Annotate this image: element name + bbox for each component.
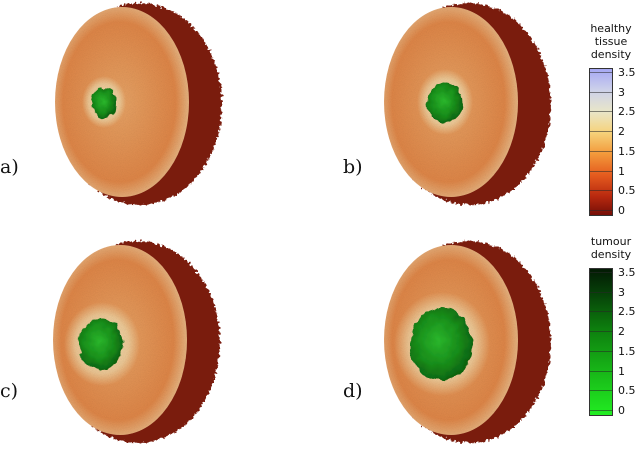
healthy-tick-label: 0 bbox=[618, 204, 625, 217]
healthy-tick-label: 3 bbox=[618, 85, 625, 99]
healthy-tick-mark bbox=[589, 210, 613, 211]
tumour bbox=[79, 318, 123, 370]
healthy-title-line: tissue bbox=[594, 35, 628, 48]
panel-a bbox=[55, 3, 222, 205]
healthy-tick-label: 0.5 bbox=[618, 184, 636, 198]
tumour bbox=[427, 83, 463, 123]
healthy-colorbar-title: healthy tissue density bbox=[583, 22, 639, 61]
healthy-title-line: density bbox=[590, 48, 632, 61]
panel-label-c: c) bbox=[0, 380, 19, 402]
tumour-tick-label: 1.5 bbox=[618, 344, 636, 358]
healthy-tick-label: 2.5 bbox=[618, 105, 636, 119]
tumour-tick-mark bbox=[589, 350, 613, 352]
tumour-tick-label: 2 bbox=[618, 325, 625, 339]
healthy-tick-mark bbox=[589, 72, 613, 73]
tumour-tick-label: 3 bbox=[618, 285, 625, 299]
tumour-colorbar bbox=[589, 268, 613, 416]
healthy-tick-label: 2 bbox=[618, 125, 625, 139]
tumour-tick-mark bbox=[589, 370, 613, 372]
healthy-tick-mark bbox=[589, 190, 613, 192]
tumour-tick-label: 3.5 bbox=[618, 266, 636, 279]
healthy-tick-mark bbox=[589, 91, 613, 93]
tumour-tick-mark bbox=[589, 410, 613, 411]
tumour-tick-mark bbox=[589, 311, 613, 313]
panel-label-a: a) bbox=[0, 156, 19, 178]
panel-c bbox=[53, 241, 220, 443]
panel-label-b: b) bbox=[343, 156, 363, 178]
panel-label-d: d) bbox=[343, 380, 363, 402]
tumour-tick-mark bbox=[589, 331, 613, 333]
healthy-tick-mark bbox=[589, 170, 613, 172]
healthy-tick-label: 1 bbox=[618, 164, 625, 178]
healthy-tick-label: 1.5 bbox=[618, 144, 636, 158]
tumour-tick-mark bbox=[589, 291, 613, 293]
tumour bbox=[91, 88, 117, 118]
healthy-title-line: healthy bbox=[590, 22, 632, 35]
panel-d bbox=[384, 241, 551, 443]
healthy-tick-mark bbox=[589, 111, 613, 113]
healthy-tick-mark bbox=[589, 150, 613, 152]
tumour-tick-label: 0.5 bbox=[618, 384, 636, 398]
tumour-tick-mark bbox=[589, 390, 613, 392]
tumour-tick-label: 1 bbox=[618, 364, 625, 378]
tumour-tick-label: 0 bbox=[618, 404, 625, 417]
panel-b bbox=[384, 3, 551, 205]
tumour-title-line: density bbox=[590, 248, 632, 261]
tumour-colorbar-title: tumour density bbox=[583, 235, 639, 261]
tumour-title-line: tumour bbox=[590, 235, 632, 248]
healthy-tick-label: 3.5 bbox=[618, 66, 636, 79]
healthy-tick-mark bbox=[589, 131, 613, 133]
tumour-tick-label: 2.5 bbox=[618, 305, 636, 319]
tumour-tick-mark bbox=[589, 272, 613, 273]
tumour bbox=[410, 308, 472, 380]
healthy-colorbar bbox=[589, 68, 613, 216]
